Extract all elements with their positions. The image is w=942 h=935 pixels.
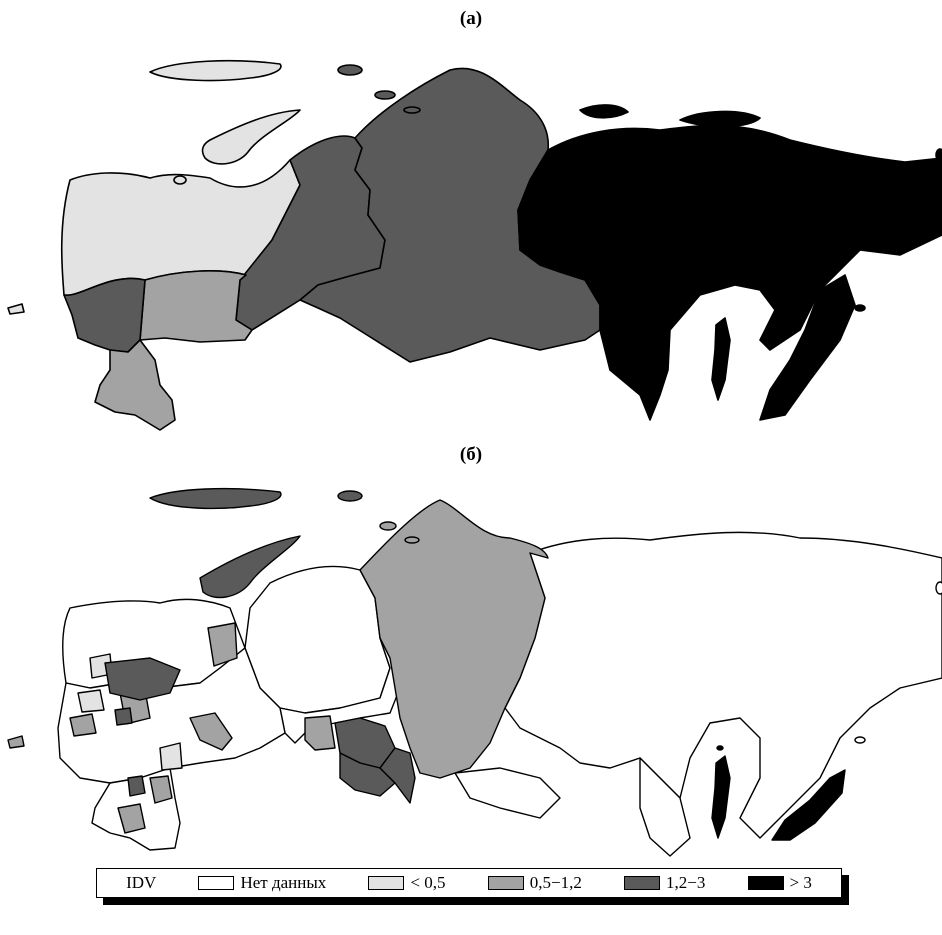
map-b-region-grey-1 <box>304 715 336 751</box>
legend-swatch-lt-0-5 <box>368 876 405 890</box>
map-b-region-grey-5 <box>149 775 173 804</box>
map-b-kaliningrad <box>7 735 25 749</box>
legend-label-0-5-1-2: 0,5−1,2 <box>529 873 582 892</box>
map-a-novaya-zemlya-south <box>149 59 282 82</box>
map-a-siberia <box>299 67 601 363</box>
map-panel-b <box>7 487 942 857</box>
legend-label-no-data: Нет данных <box>240 873 327 892</box>
map-a-nsi <box>579 104 629 119</box>
panel-a-label: (а) <box>459 8 483 29</box>
map-a-sakhalin <box>711 317 731 401</box>
map-b-region-grey-6 <box>117 803 146 834</box>
map-b-primorye <box>639 757 691 857</box>
map-a-wrangel <box>679 110 761 128</box>
legend: IDV Нет данных < 0,5 0,5−1,2 1,2−3 > 3 <box>96 868 842 898</box>
map-b-region-dark-1 <box>114 707 133 726</box>
map-b-sakhalin <box>711 755 731 839</box>
legend-label-1-2-3: 1,2−3 <box>666 873 706 892</box>
map-b-region-light-3 <box>159 742 183 771</box>
map-a-volga <box>63 277 146 353</box>
map-b-kamchatka-coast <box>771 769 846 841</box>
map-panel-a <box>7 59 942 431</box>
map-b-vologda <box>104 657 181 701</box>
legend-title: IDV <box>126 873 157 892</box>
map-b-tomsk <box>379 747 416 804</box>
map-b-far-south <box>454 767 561 819</box>
map-b-novaya-zemlya <box>149 487 282 510</box>
map-b-krasnoyarsk <box>359 499 549 779</box>
legend-item-1-2-3: 1,2−3 <box>624 873 705 893</box>
map-b-region-dark-2 <box>127 775 146 797</box>
map-a-south <box>94 339 176 431</box>
legend-swatch-gt-3 <box>747 876 784 890</box>
map-a-central <box>139 270 253 343</box>
legend-label-gt-3: > 3 <box>789 873 812 892</box>
legend-item-0-5-1-2: 0,5−1,2 <box>487 873 582 893</box>
map-a-kola-peninsula <box>201 109 301 165</box>
legend-swatch-0-5-1-2 <box>487 876 524 890</box>
map-a-kaliningrad <box>7 303 25 315</box>
map-b-region-grey-7 <box>69 713 97 737</box>
legend-label-lt-0-5: < 0,5 <box>410 873 446 892</box>
legend-item-gt-3: > 3 <box>747 873 812 893</box>
map-b-region-grey-2 <box>207 622 238 667</box>
map-b-urals <box>244 565 391 714</box>
legend-swatch-no-data <box>198 876 235 890</box>
map-b-altai <box>339 752 396 797</box>
legend-item-no-data: Нет данных <box>198 873 326 893</box>
map-a-far-east <box>517 124 942 421</box>
map-b-region-light-2 <box>77 689 105 713</box>
map-b-region-grey-3 <box>189 712 233 751</box>
map-b-murmansk <box>199 535 301 599</box>
map-a-kamchatka <box>759 274 856 421</box>
legend-swatch-1-2-3 <box>624 876 660 890</box>
panel-b-label: (б) <box>459 444 483 465</box>
legend-item-lt-0-5: < 0,5 <box>368 873 446 893</box>
